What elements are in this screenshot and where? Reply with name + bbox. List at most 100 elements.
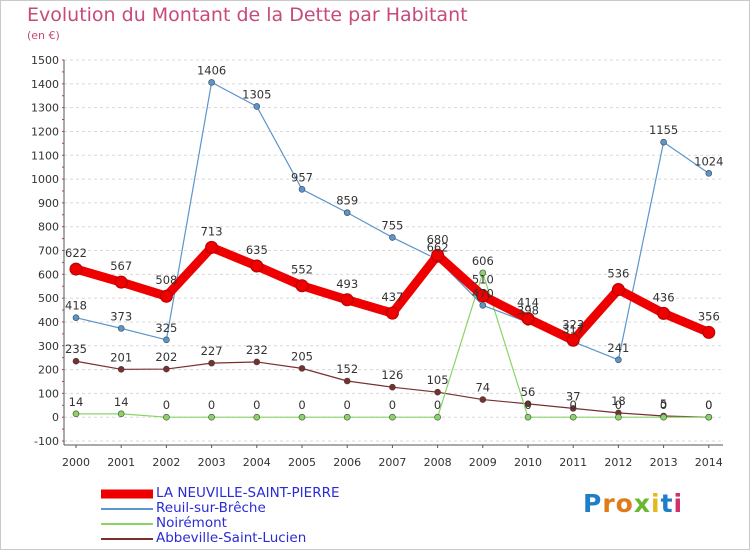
y-tick-label: 200 (38, 364, 59, 377)
data-label: 0 (615, 398, 622, 412)
data-label: 567 (110, 259, 132, 273)
x-tick-label: 2007 (378, 456, 406, 469)
data-label: 37 (566, 389, 581, 403)
data-label: 437 (381, 290, 403, 304)
data-label: 152 (336, 362, 358, 376)
data-point (343, 377, 351, 385)
data-label: 859 (336, 194, 358, 208)
data-label: 635 (246, 243, 268, 257)
logo-letter: t (660, 489, 674, 518)
logo-letter: r (602, 489, 616, 518)
logo-letter: i (651, 489, 661, 518)
data-label: 552 (291, 263, 313, 277)
data-point (702, 325, 716, 339)
data-label: 755 (381, 218, 403, 232)
data-point (117, 325, 125, 332)
data-label: 5 (660, 397, 667, 411)
data-point (479, 301, 487, 309)
data-label: 0 (253, 398, 260, 412)
data-label: 1406 (197, 63, 226, 77)
data-point (159, 289, 173, 303)
data-point (615, 413, 622, 421)
data-point (163, 365, 170, 373)
series-0 (69, 240, 716, 347)
data-label: 18 (611, 394, 626, 408)
data-label: 0 (705, 398, 712, 412)
logo-letter: x (633, 489, 651, 518)
data-point (69, 262, 83, 276)
y-tick-label: 1100 (31, 149, 59, 162)
data-label: 0 (344, 398, 351, 412)
data-label: 508 (155, 273, 177, 287)
legend-item-noiremont[interactable]: Noirémont (101, 516, 339, 531)
chart-unit-label: (en €) (27, 29, 60, 42)
data-point (434, 388, 441, 396)
legend-item-reuil[interactable]: Reuil-sur-Brêche (101, 501, 339, 516)
data-label: 0 (163, 398, 170, 412)
data-label: 1305 (242, 87, 271, 101)
y-tick-label: 400 (38, 316, 59, 329)
data-label: 0 (524, 398, 531, 412)
x-tick-label: 2010 (514, 456, 542, 469)
data-label: 323 (562, 317, 584, 331)
data-point (163, 336, 170, 344)
x-tick-label: 2002 (152, 456, 180, 469)
data-point (250, 259, 264, 273)
data-label: 105 (427, 373, 449, 387)
data-label: 205 (291, 349, 313, 363)
y-tick-label: 0 (52, 411, 59, 424)
data-label: 14 (69, 395, 84, 409)
data-label: 418 (65, 299, 87, 313)
data-point (521, 312, 535, 326)
data-label: 493 (336, 277, 358, 291)
data-label: 470 (472, 286, 494, 300)
data-point (476, 289, 490, 303)
x-tick-label: 2014 (695, 456, 723, 469)
data-label: 1155 (649, 123, 678, 137)
data-label: 536 (607, 267, 629, 281)
y-tick-label: 900 (38, 197, 59, 210)
data-point (72, 410, 80, 418)
logo-letter: o (615, 489, 634, 518)
legend-item-la-neuville[interactable]: LA NEUVILLE-SAINT-PIERRE (101, 486, 339, 501)
data-point (208, 79, 215, 86)
data-point (114, 275, 128, 289)
data-point (569, 413, 577, 421)
data-point (389, 383, 396, 391)
data-point (660, 413, 667, 421)
data-point (298, 413, 306, 421)
series-layer (69, 79, 716, 421)
y-tick-label: 800 (38, 221, 59, 234)
data-point (657, 306, 671, 320)
data-label: 317 (562, 323, 584, 337)
legend-item-abbeville[interactable]: Abbeville-Saint-Lucien (101, 531, 339, 546)
data-point (298, 186, 306, 193)
data-label: 680 (427, 232, 449, 246)
data-label: 0 (705, 398, 712, 412)
x-tick-label: 2011 (559, 456, 587, 469)
data-point (72, 357, 80, 365)
logo-letter: i (673, 489, 684, 518)
x-tick-label: 2000 (62, 456, 90, 469)
data-label: 373 (110, 309, 132, 323)
data-label: 510 (472, 273, 494, 287)
data-label: 232 (246, 343, 268, 357)
x-tick-label: 2013 (650, 456, 678, 469)
data-label: 356 (698, 309, 720, 323)
data-point (117, 366, 125, 373)
data-label: 436 (653, 290, 675, 304)
chart-title: Evolution du Montant de la Dette par Hab… (27, 4, 468, 26)
data-point (208, 359, 215, 367)
data-point (479, 269, 487, 277)
data-label: 0 (389, 398, 396, 412)
data-point (72, 314, 80, 321)
y-tick-label: 1500 (31, 54, 59, 67)
series-3 (72, 357, 713, 421)
series-1 (72, 79, 713, 364)
data-point (389, 413, 396, 421)
data-point (660, 138, 667, 146)
data-point (389, 234, 396, 241)
data-point (295, 279, 309, 293)
data-point (205, 240, 219, 254)
data-label: 713 (201, 224, 223, 238)
